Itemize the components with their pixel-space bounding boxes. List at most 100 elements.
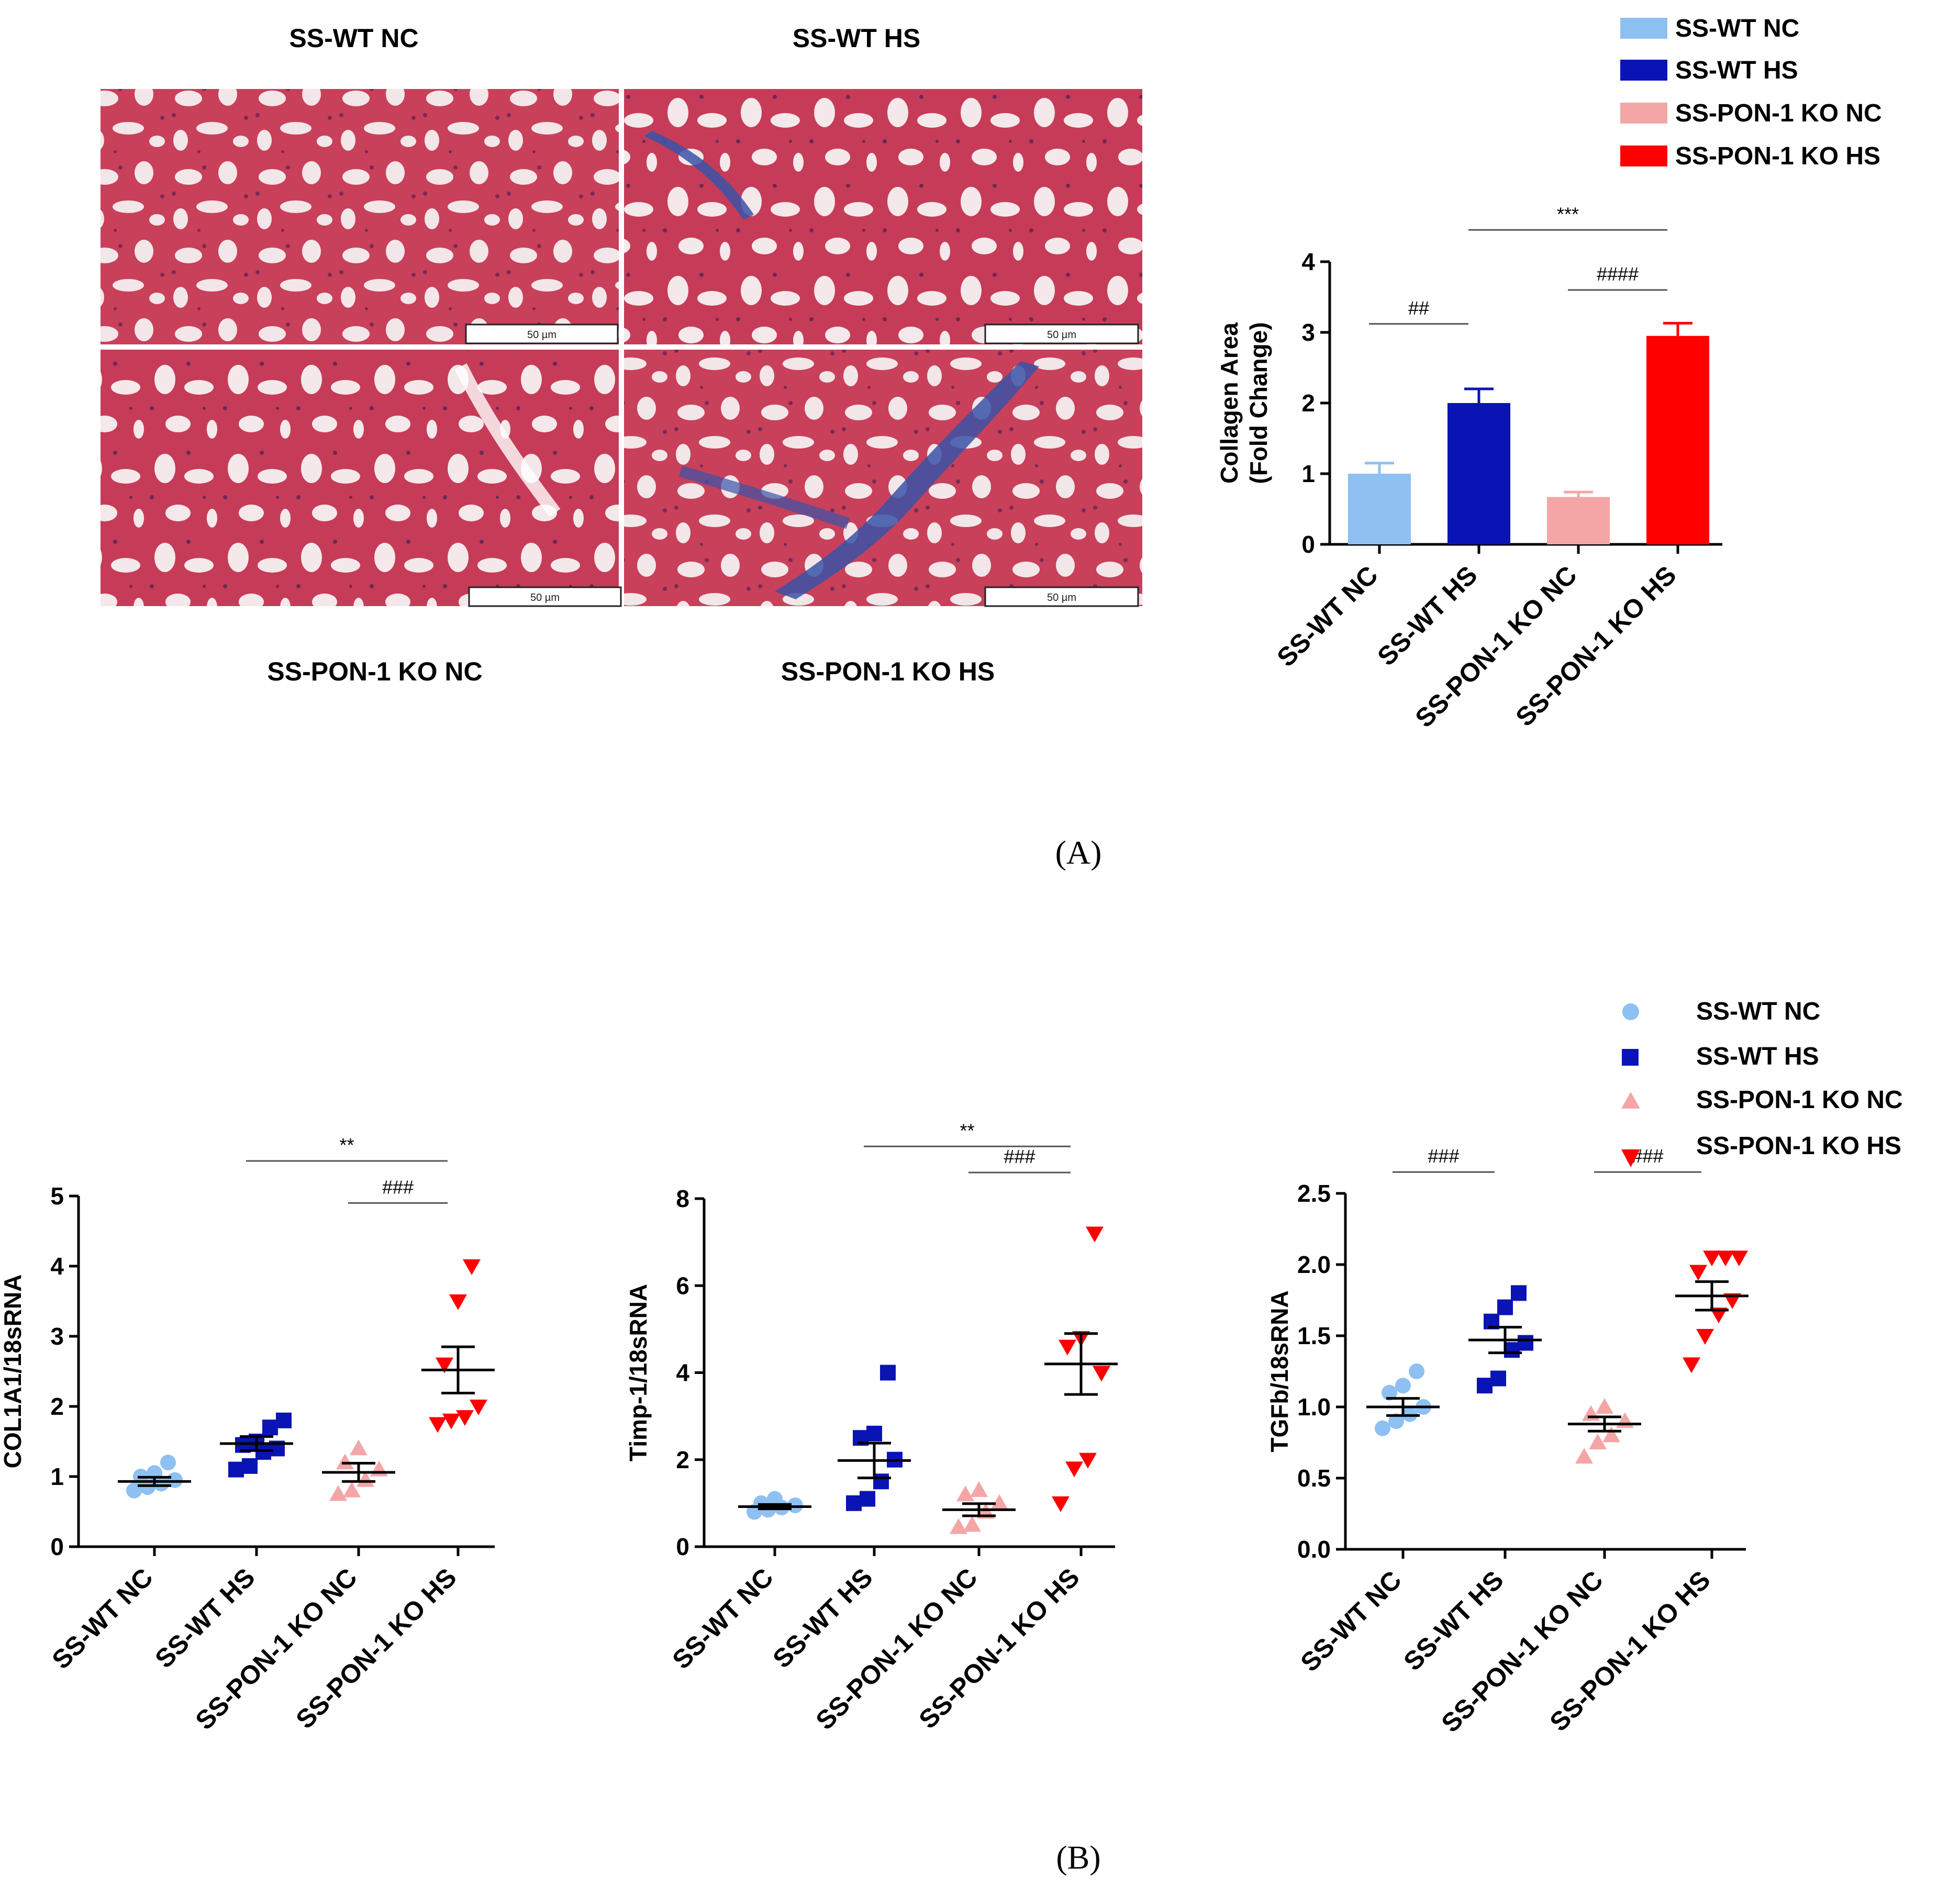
data-point: [1683, 1357, 1700, 1373]
y-tick-label: 0.0: [1297, 1536, 1331, 1563]
y-axis-label: TGFb/18sRNA: [1266, 1290, 1293, 1452]
data-point: [343, 1481, 361, 1497]
data-point: [1575, 1448, 1593, 1464]
scatter-legend-item: SS-WT NC: [1622, 998, 1820, 1025]
x-tick-label: SS-PON-1 KO NC: [1409, 560, 1582, 733]
data-point: [1375, 1420, 1390, 1436]
legend-label: SS-WT HS: [1675, 57, 1798, 84]
data-point: [1696, 1329, 1714, 1345]
scale-bar-bottom-right: 50 µm: [984, 586, 1139, 607]
significance-label: ###: [1004, 1146, 1035, 1167]
micrograph-ss-wt-nc: [101, 89, 619, 344]
data-point: [160, 1455, 176, 1471]
x-tick-label: SS-WT HS: [149, 1562, 260, 1673]
significance-label: **: [339, 1134, 354, 1156]
data-point: [276, 1412, 292, 1428]
y-tick-label: 4: [1301, 248, 1315, 275]
legend-swatch: [1620, 18, 1667, 39]
scale-bar-top-right: 50 µm: [984, 323, 1139, 344]
y-tick-label: 3: [1301, 319, 1315, 346]
x-tick-label: SS-WT NC: [1295, 1565, 1407, 1677]
y-axis-label: (Fold Change): [1245, 322, 1272, 484]
significance-label: ***: [1557, 203, 1579, 225]
data-point: [1402, 1406, 1418, 1422]
data-point: [456, 1410, 474, 1426]
data-point: [1616, 1412, 1634, 1428]
y-tick-label: 0: [676, 1533, 689, 1560]
data-point: [449, 1294, 467, 1310]
data-point: [1395, 1378, 1411, 1394]
bar: [1646, 336, 1709, 544]
legend-marker-circle: [1622, 1003, 1639, 1020]
data-point: [1059, 1339, 1076, 1356]
data-point: [963, 1516, 981, 1532]
scatter-legend-item: SS-PON-1 KO NC: [1621, 1086, 1903, 1114]
legend-label: SS-WT HS: [1696, 1043, 1819, 1070]
y-tick-label: 0: [1301, 531, 1315, 558]
data-point: [1504, 1342, 1520, 1358]
data-point: [950, 1518, 967, 1534]
x-tick-label: SS-WT NC: [46, 1562, 158, 1674]
significance-label: **: [960, 1120, 974, 1141]
panel-a-label: (A): [1055, 834, 1102, 871]
x-tick-label: SS-WT HS: [767, 1562, 878, 1673]
bar: [1447, 403, 1510, 544]
y-tick-label: 6: [676, 1272, 689, 1299]
micrograph-ss-wt-hs: [624, 89, 1142, 344]
data-point: [846, 1495, 862, 1511]
data-point: [970, 1481, 988, 1497]
legend-swatch: [1620, 103, 1667, 124]
y-tick-label: 2: [676, 1446, 689, 1473]
legend-marker-triangle-down: [1621, 1149, 1640, 1167]
data-point: [956, 1485, 974, 1502]
bar-legend-item: SS-PON-1 KO HS: [1620, 142, 1880, 170]
data-point: [1730, 1250, 1748, 1267]
legend-label: SS-WT NC: [1675, 15, 1799, 42]
y-tick-label: 5: [50, 1182, 64, 1210]
data-point: [442, 1413, 460, 1429]
scatter-legend: SS-WT NC SS-WT HS SS-PON-1 KO NC SS-PON-…: [1621, 998, 1903, 1167]
bar-legend-item: SS-WT HS: [1620, 57, 1798, 84]
x-tick-label: SS-WT HS: [1398, 1565, 1509, 1676]
scale-bar-label: 50 µm: [1047, 329, 1076, 341]
scale-bar-label: 50 µm: [527, 329, 556, 341]
legend-label: SS-PON-1 KO NC: [1675, 99, 1882, 127]
bar-legend-item: SS-WT NC: [1620, 15, 1799, 42]
micrograph-ss-pon1-ko-hs: [624, 350, 1142, 606]
data-point: [228, 1461, 244, 1478]
data-point: [1689, 1265, 1707, 1281]
scale-bar-top-left: 50 µm: [465, 323, 619, 344]
data-point: [463, 1259, 481, 1275]
data-point: [242, 1458, 258, 1474]
significance-label: ###: [382, 1176, 414, 1198]
data-point: [1477, 1378, 1493, 1394]
data-point: [873, 1473, 889, 1490]
micrograph-title-ss-pon1-ko-hs: SS-PON-1 KO HS: [781, 657, 995, 686]
data-point: [1065, 1461, 1083, 1478]
data-point: [329, 1485, 347, 1501]
y-tick-label: 1: [1301, 460, 1315, 487]
y-tick-label: 0: [50, 1533, 64, 1560]
data-point: [429, 1417, 447, 1433]
data-point: [1518, 1335, 1533, 1351]
micrograph-grid: 50 µm 50 µm 50 µm 50 µm: [101, 89, 1142, 607]
bar-legend: SS-WT NC SS-WT HS SS-PON-1 KO NC SS-PON-…: [1620, 15, 1882, 170]
x-tick-label: SS-WT NC: [1271, 560, 1383, 672]
data-point: [1086, 1226, 1104, 1243]
micrograph-title-ss-wt-nc: SS-WT NC: [289, 24, 418, 53]
data-point: [1490, 1370, 1506, 1387]
y-tick-label: 2: [1301, 389, 1315, 417]
bar: [1547, 497, 1610, 544]
y-tick-label: 2.0: [1297, 1251, 1331, 1278]
x-tick-label: SS-WT NC: [666, 1562, 778, 1674]
scatter-legend-item: SS-PON-1 KO HS: [1621, 1132, 1901, 1167]
data-point: [1511, 1285, 1527, 1301]
panel-b-label: (B): [1056, 1839, 1100, 1876]
bar-legend-item: SS-PON-1 KO NC: [1620, 99, 1882, 127]
data-point: [357, 1471, 374, 1487]
y-tick-label: 8: [676, 1185, 689, 1212]
micrograph-title-ss-wt-hs: SS-WT HS: [793, 24, 920, 53]
